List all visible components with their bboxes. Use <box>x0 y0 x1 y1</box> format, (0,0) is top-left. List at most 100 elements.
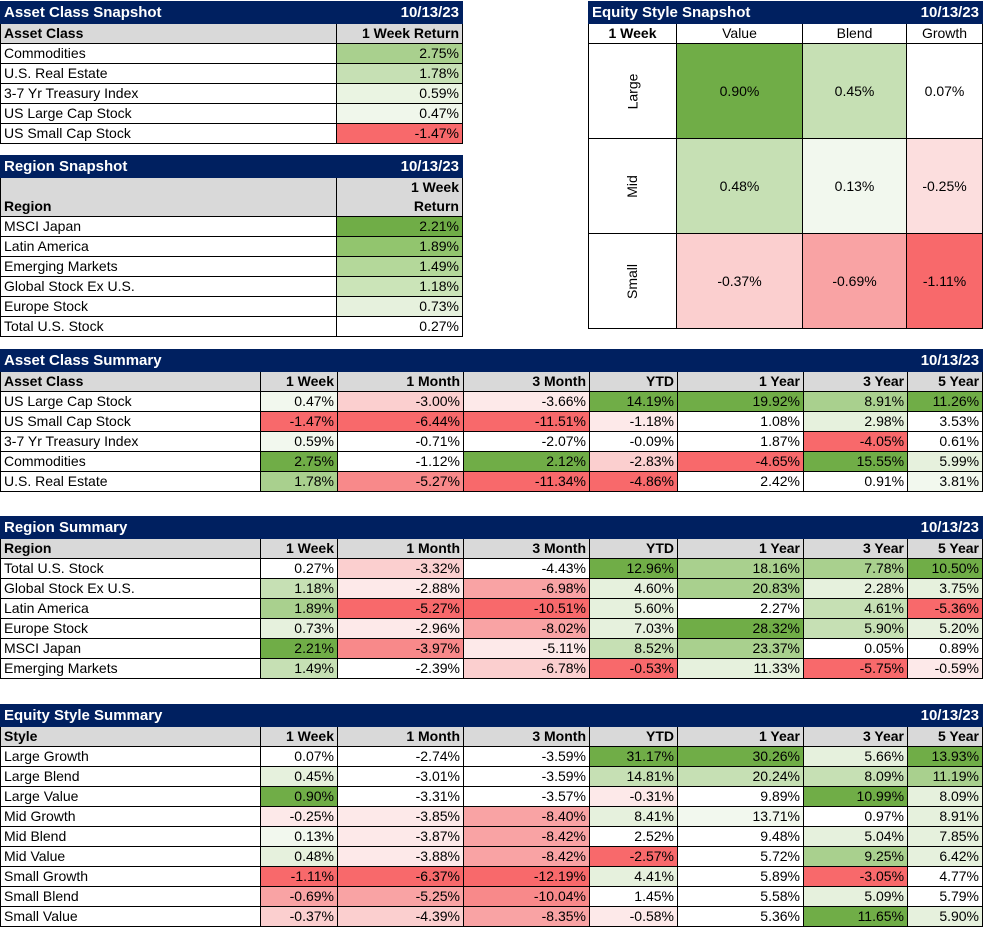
return-cell: -6.78% <box>463 658 590 679</box>
return-cell: -11.51% <box>463 411 590 432</box>
return-cell: 3.81% <box>907 471 983 492</box>
return-cell: 0.89% <box>907 638 983 659</box>
return-cell: -8.42% <box>463 846 590 867</box>
return-cell: -8.40% <box>463 806 590 827</box>
return-cell: -5.25% <box>337 886 464 907</box>
equity-style-snapshot-table: Equity Style Snapshot 10/13/23 1 Week Va… <box>587 1 983 329</box>
table-row: Small Growth -1.11% -6.37% -12.19% 4.41% 5.89… <box>0 866 983 887</box>
return-cell: 0.45% <box>260 766 338 787</box>
return-cell: 1.18% <box>260 578 338 599</box>
column-header: 1 Week <box>260 371 338 392</box>
column-header: 1 Year <box>677 726 804 747</box>
grid-row: Small -0.37% -0.69% -1.11% <box>588 233 983 329</box>
return-cell: 20.24% <box>677 766 804 787</box>
asset-class-summary-table: Asset Class Summary 10/13/23 Asset Class… <box>0 349 983 492</box>
grid-cell: 0.13% <box>801 138 908 234</box>
return-cell: 5.09% <box>802 886 909 907</box>
return-cell: 0.91% <box>802 471 909 492</box>
return-cell: 7.85% <box>907 826 983 847</box>
return-cell: -5.27% <box>337 598 464 619</box>
column-header: Asset Class <box>0 371 261 392</box>
return-cell: 2.21% <box>260 638 338 659</box>
return-cell: 1.49% <box>336 256 463 277</box>
return-cell: 1.78% <box>336 63 463 84</box>
return-cell: 0.47% <box>336 103 463 124</box>
column-header: 1 Month <box>337 726 464 747</box>
return-cell: 1.78% <box>260 471 338 492</box>
row-label: Europe Stock <box>0 618 261 639</box>
equity-style-snapshot-title: Equity Style Snapshot <box>587 1 908 24</box>
column-header: 1 Week <box>260 538 338 559</box>
return-cell: 1.49% <box>260 658 338 679</box>
row-label: Large <box>588 43 677 139</box>
table-row: 3-7 Yr Treasury Index 0.59% <box>0 83 463 104</box>
grid-cell: -0.25% <box>906 138 983 234</box>
return-cell: -2.88% <box>337 578 464 599</box>
row-label: Mid <box>588 138 677 234</box>
row-label: Commodities <box>0 43 337 64</box>
row-label: Emerging Markets <box>0 658 261 679</box>
column-header: 1 Week <box>260 726 338 747</box>
table-row: Latin America 1.89% -5.27% -10.51% 5.60% 2.27… <box>0 598 983 619</box>
header-row: Region 1 Week 1 Month 3 Month YTD 1 Year 3 Yea… <box>0 538 983 559</box>
return-cell: 0.59% <box>336 83 463 104</box>
row-label: Large Blend <box>0 766 261 787</box>
region-summary-title-row: Region Summary 10/13/23 <box>0 516 983 539</box>
column-header-blend: Blend <box>801 23 908 44</box>
return-cell: 11.19% <box>907 766 983 787</box>
return-cell: -3.88% <box>337 846 464 867</box>
return-cell: 1.87% <box>677 431 804 452</box>
column-header: 5 Year <box>907 371 983 392</box>
return-cell: -5.36% <box>907 598 983 619</box>
return-cell: 0.07% <box>260 746 338 767</box>
return-cell: 9.48% <box>677 826 804 847</box>
row-label: Europe Stock <box>0 296 337 317</box>
return-cell: -8.02% <box>463 618 590 639</box>
region-summary-title: Region Summary <box>0 516 908 539</box>
return-cell: 5.66% <box>802 746 909 767</box>
return-cell: 4.61% <box>803 598 908 619</box>
table-row: Small Value -0.37% -4.39% -8.35% -0.58% 5.36%… <box>0 906 983 927</box>
row-label: Global Stock Ex U.S. <box>0 578 261 599</box>
return-cell: -3.97% <box>337 638 464 659</box>
region-snapshot-header-row-2: Region Return <box>0 197 463 217</box>
return-cell: 8.41% <box>589 806 678 827</box>
return-cell: -4.43% <box>463 558 590 579</box>
return-cell: 10.99% <box>802 786 909 807</box>
return-cell: 2.75% <box>336 43 463 64</box>
return-cell: 0.27% <box>336 316 463 337</box>
return-cell: -1.47% <box>336 123 463 144</box>
region-snapshot-table: Region Snapshot 10/13/23 1 Week Region R… <box>0 155 463 337</box>
return-cell: 0.27% <box>260 558 338 579</box>
asset-class-snapshot-title: Asset Class Snapshot <box>0 1 337 24</box>
return-cell: -11.34% <box>463 471 590 492</box>
table-row: US Small Cap Stock -1.47% -6.44% -11.51% -1.… <box>0 411 983 432</box>
row-label: Large Growth <box>0 746 261 767</box>
return-cell: 30.26% <box>677 746 804 767</box>
column-header: 5 Year <box>907 538 983 559</box>
return-cell: 3.53% <box>907 411 983 432</box>
column-header: Return <box>336 197 463 217</box>
row-label: Mid Value <box>0 846 261 867</box>
return-cell: 5.89% <box>677 866 804 887</box>
return-cell: -6.98% <box>463 578 590 599</box>
return-cell: 14.81% <box>589 766 678 787</box>
row-label: US Small Cap Stock <box>0 123 337 144</box>
column-header: 3 Month <box>463 538 590 559</box>
row-label: Small <box>588 233 677 329</box>
table-row: US Small Cap Stock -1.47% <box>0 123 463 144</box>
return-cell: 9.89% <box>677 786 804 807</box>
return-cell: 2.21% <box>336 216 463 237</box>
return-cell: -3.31% <box>337 786 464 807</box>
column-header: 3 Year <box>803 538 908 559</box>
return-cell: 13.93% <box>907 746 983 767</box>
return-cell: 2.42% <box>677 471 804 492</box>
return-cell: -0.59% <box>907 658 983 679</box>
return-cell: -2.74% <box>337 746 464 767</box>
return-cell: -0.37% <box>260 906 338 927</box>
row-label: US Large Cap Stock <box>0 103 337 124</box>
return-cell: 0.73% <box>336 296 463 317</box>
table-row: Emerging Markets 1.49% -2.39% -6.78% -0.53% 1… <box>0 658 983 679</box>
region-snapshot-title: Region Snapshot <box>0 155 337 178</box>
region-snapshot-title-row: Region Snapshot 10/13/23 <box>0 155 463 178</box>
